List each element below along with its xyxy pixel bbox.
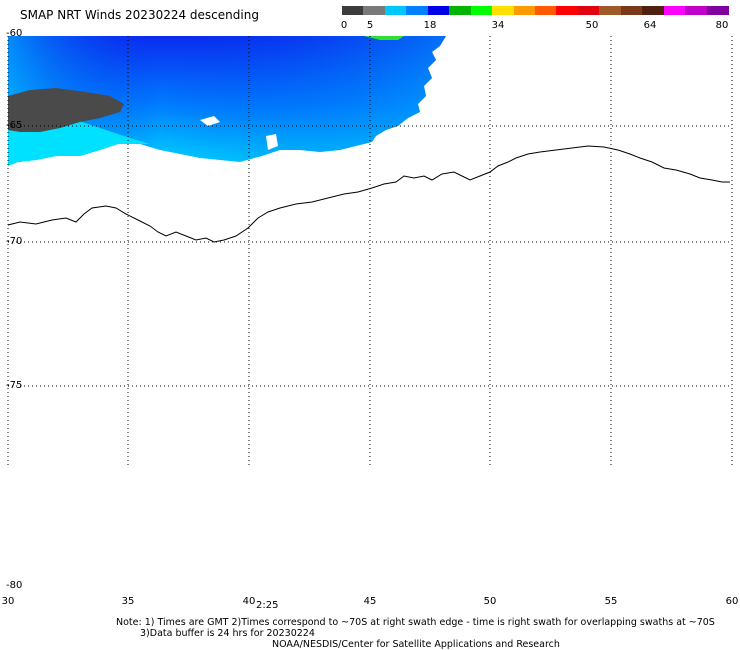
credit-line: NOAA/NESDIS/Center for Satellite Applica… <box>272 639 560 650</box>
color-scale-segment <box>599 6 622 15</box>
lat-label-80: -80 <box>6 580 23 591</box>
color-scale-tick-label: 50 <box>585 20 599 31</box>
note-line-2: 3)Data buffer is 24 hrs for 20230224 <box>140 628 315 639</box>
lon-label-55: 55 <box>604 596 618 607</box>
lat-label-65: -65 <box>6 120 23 131</box>
color-scale-tick-label: 64 <box>643 20 657 31</box>
color-scale-segment <box>406 6 429 15</box>
swath-time-label: 2:25 <box>256 600 279 611</box>
lat-label-75: -75 <box>6 380 23 391</box>
lon-label-60: 60 <box>725 596 739 607</box>
color-scale-tick-label: 80 <box>715 20 729 31</box>
lon-label-35: 35 <box>121 596 135 607</box>
color-scale-tick-label: 0 <box>340 20 348 31</box>
color-scale-tick-label: 18 <box>423 20 437 31</box>
color-scale-segment <box>685 6 708 15</box>
color-scale-segment <box>342 6 364 15</box>
color-scale-segment <box>642 6 665 15</box>
lat-label-70: -70 <box>6 236 23 247</box>
color-scale-segment <box>620 6 643 15</box>
color-scale-tick-label: 34 <box>491 20 505 31</box>
note-line-1: Note: 1) Times are GMT 2)Times correspon… <box>116 617 715 628</box>
antarctic-coastline <box>7 145 730 243</box>
wind-swath <box>8 36 446 166</box>
lon-label-40: 40 <box>242 596 256 607</box>
color-scale-segment <box>663 6 686 15</box>
color-scale-tick-label: 5 <box>366 20 374 31</box>
color-scale-segment <box>384 6 407 15</box>
color-scale-segment <box>492 6 515 15</box>
color-scale-segment <box>363 6 386 15</box>
color-scale-segment <box>513 6 536 15</box>
lat-lon-grid <box>7 36 733 466</box>
color-scale-segment <box>470 6 493 15</box>
color-scale-segment <box>556 6 579 15</box>
color-scale-segment <box>706 6 729 15</box>
lon-label-45: 45 <box>363 596 377 607</box>
color-scale-segment <box>535 6 557 15</box>
lon-label-50: 50 <box>483 596 497 607</box>
map-title: SMAP NRT Winds 20230224 descending <box>20 8 259 22</box>
color-scale-segment <box>449 6 472 15</box>
color-scale-segment <box>577 6 600 15</box>
lat-label-60: -60 <box>6 28 23 39</box>
color-scale-segment <box>427 6 450 15</box>
lon-label-30: 30 <box>1 596 15 607</box>
